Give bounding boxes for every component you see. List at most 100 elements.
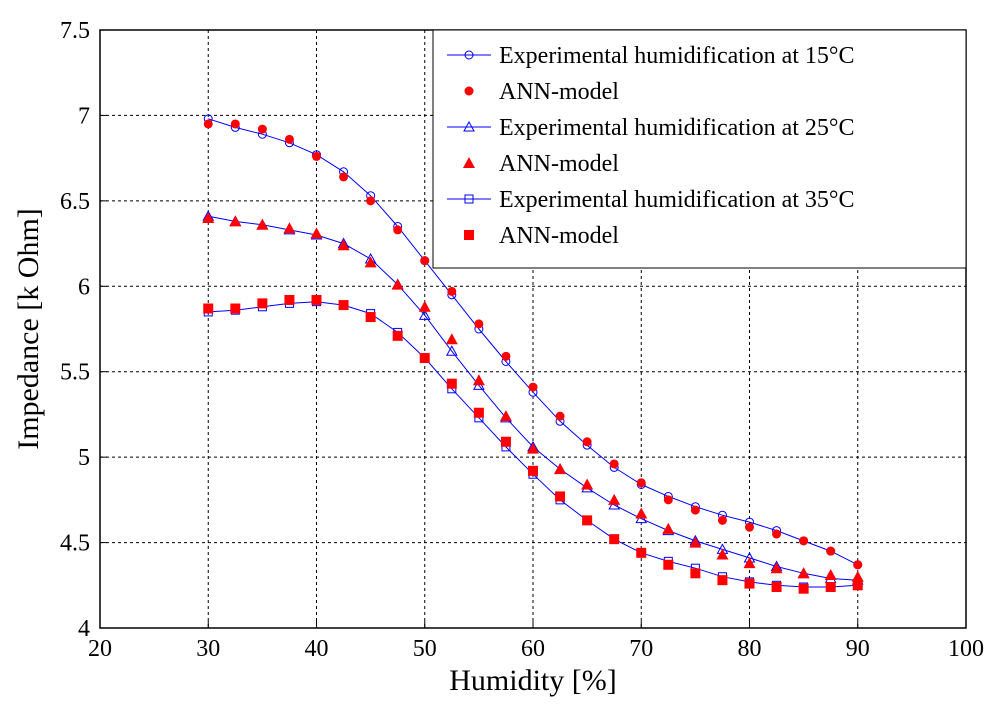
- series-4-point: [229, 215, 242, 227]
- series-6-point: [744, 578, 755, 589]
- legend-label: Experimental humidification at 15°C: [499, 43, 855, 69]
- series-6-point: [500, 436, 511, 447]
- series-4-point: [554, 463, 567, 475]
- series-4-point: [472, 374, 485, 386]
- series-6-point: [338, 300, 349, 311]
- legend-box: [432, 29, 967, 269]
- series-4-point: [716, 548, 729, 560]
- series-4-point: [608, 493, 621, 505]
- series-4-point: [527, 442, 539, 454]
- series-4-point: [283, 222, 296, 234]
- legend-item-4: ANN-model: [463, 151, 619, 177]
- series-6-point: [663, 559, 674, 570]
- legend-label: Experimental humidification at 35°C: [499, 187, 855, 213]
- series-2-point: [636, 478, 646, 488]
- series-6-point: [230, 303, 241, 314]
- series-2-point: [663, 495, 673, 505]
- legend: Experimental humidification at 15°C ANN-m…: [432, 29, 967, 269]
- legend-item-3: Experimental humidification at 25°C: [447, 115, 855, 141]
- series-2-point: [717, 515, 727, 525]
- series-4-point: [337, 239, 350, 251]
- legend-item-2: ANN-model: [464, 79, 619, 105]
- series-2-point: [393, 225, 403, 235]
- series-6-point: [203, 303, 214, 314]
- series-2-point: [853, 560, 863, 570]
- series-6-point: [798, 583, 809, 594]
- series-4-point: [418, 300, 431, 312]
- x-tick-label: 50: [413, 636, 437, 662]
- series-4: [202, 211, 864, 582]
- legend-item-5: Experimental humidification at 35°C: [447, 187, 855, 213]
- series-4-point: [662, 522, 675, 534]
- y-tick-label: 5: [78, 445, 90, 471]
- series-4-point: [635, 507, 648, 519]
- series-2-point: [582, 437, 592, 447]
- legend-label: ANN-model: [499, 151, 619, 177]
- series-6-point: [582, 515, 593, 526]
- legend-marker: [464, 86, 474, 96]
- y-tick-label: 7: [78, 103, 90, 129]
- series-2-point: [257, 124, 267, 134]
- y-axis-label: Impedance [k Ohm]: [12, 208, 45, 450]
- series-6-point: [528, 465, 538, 476]
- series-4-point: [445, 333, 458, 345]
- legend-label: ANN-model: [499, 79, 619, 105]
- y-tick-label: 4.5: [60, 531, 90, 557]
- series-4-point: [310, 227, 323, 239]
- series-6-point: [555, 491, 566, 502]
- series-2-point: [528, 382, 538, 392]
- series-4-point: [202, 211, 215, 223]
- series-2-point: [745, 522, 754, 532]
- series-6-point: [473, 407, 484, 418]
- series-3-point: [445, 345, 458, 356]
- y-tick-label: 5.5: [60, 360, 90, 386]
- series-6-point: [311, 294, 322, 305]
- x-tick-label: 30: [196, 636, 220, 662]
- legend-label: Experimental humidification at 25°C: [499, 115, 855, 141]
- series-4-point: [689, 536, 702, 548]
- series-6-point: [257, 298, 268, 309]
- series-2: [203, 119, 863, 570]
- y-tick-label: 6: [78, 274, 90, 300]
- series-2-point: [501, 351, 511, 361]
- series-2-point: [339, 172, 349, 182]
- series-6-point: [392, 330, 403, 341]
- legend-marker: [464, 194, 474, 204]
- series-2-point: [366, 196, 376, 206]
- series-4-point: [581, 478, 594, 490]
- series-4-point: [256, 218, 269, 230]
- legend-marker: [463, 120, 475, 132]
- series-2-point: [799, 536, 809, 546]
- series-6-point: [609, 534, 620, 545]
- x-tick-label: 20: [88, 636, 112, 662]
- y-tick-label: 7.5: [60, 18, 90, 44]
- series-2-point: [555, 411, 565, 421]
- series-6-point: [771, 581, 782, 592]
- x-tick-label: 40: [305, 636, 329, 662]
- series-4-point: [364, 256, 377, 268]
- series-2-point: [447, 286, 457, 296]
- series-6-point: [717, 575, 728, 586]
- legend-marker: [463, 157, 475, 168]
- series-6-point: [690, 568, 701, 579]
- series-2-point: [420, 256, 430, 266]
- x-tick-label: 80: [738, 636, 762, 662]
- series-4-point: [499, 410, 512, 422]
- series-4-point: [743, 557, 756, 569]
- series-4-point: [824, 569, 837, 581]
- series-2-point: [826, 546, 836, 556]
- legend-marker: [464, 50, 474, 60]
- legend-item-6: ANN-model: [464, 223, 619, 249]
- y-tick-label: 4: [78, 616, 90, 642]
- series-4-point: [797, 567, 810, 579]
- y-tick-label: 6.5: [60, 189, 90, 215]
- x-tick-label: 100: [948, 636, 984, 662]
- series-2-point: [230, 119, 240, 129]
- legend-item-1: Experimental humidification at 15°C: [447, 43, 855, 69]
- series-2-point: [312, 151, 321, 161]
- series-2-point: [203, 119, 213, 129]
- series-2-point: [609, 459, 619, 469]
- series-6-point: [852, 580, 863, 591]
- series-2-point: [772, 529, 782, 539]
